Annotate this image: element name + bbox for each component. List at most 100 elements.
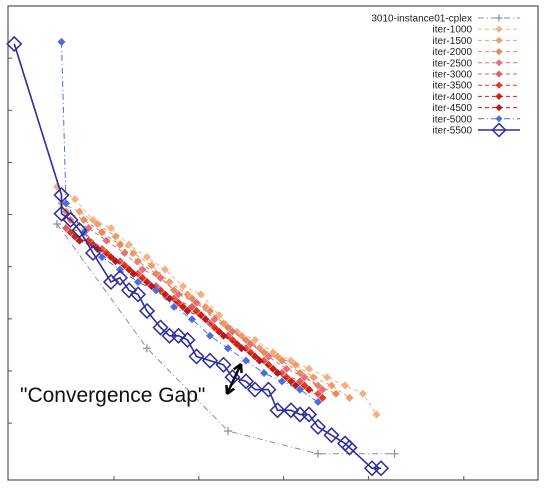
data-point — [296, 369, 304, 378]
data-point — [495, 81, 503, 89]
legend-label: iter-2500 — [433, 58, 473, 69]
legend-label: 3010-instance01-cplex — [371, 14, 472, 25]
series-4 — [66, 215, 327, 394]
data-point — [53, 205, 70, 222]
legend-label: iter-2000 — [433, 47, 473, 58]
data-point — [300, 406, 318, 423]
gap-arrow-shaft — [225, 363, 243, 395]
data-point — [291, 360, 300, 369]
data-point — [152, 282, 160, 291]
data-point — [495, 14, 503, 22]
data-point — [372, 410, 381, 419]
data-point — [251, 335, 259, 344]
legend-label: iter-1500 — [433, 36, 473, 47]
data-point — [287, 377, 295, 386]
data-point — [495, 48, 503, 56]
data-point — [57, 37, 66, 46]
data-point — [215, 356, 232, 373]
data-point — [170, 294, 178, 303]
legend-label: iter-5000 — [433, 114, 473, 125]
data-point — [125, 240, 133, 249]
data-point — [233, 327, 241, 336]
series-0 — [53, 220, 399, 458]
legend-label: iter-1000 — [433, 25, 473, 36]
data-point — [206, 331, 214, 340]
data-point — [305, 385, 313, 394]
data-point — [201, 352, 219, 369]
data-point — [98, 228, 106, 237]
data-point — [111, 269, 129, 286]
series-3 — [62, 207, 340, 398]
data-point — [390, 449, 399, 458]
data-point — [134, 277, 142, 286]
data-point — [273, 369, 282, 378]
data-point — [183, 290, 192, 299]
data-point — [174, 290, 183, 299]
data-point — [246, 340, 255, 349]
data-point — [197, 311, 205, 320]
data-point — [120, 282, 138, 299]
data-point — [188, 315, 196, 324]
data-point — [129, 269, 138, 278]
data-point — [309, 373, 318, 382]
data-point — [156, 273, 165, 282]
data-point — [260, 381, 277, 398]
data-point — [318, 393, 327, 402]
data-point — [491, 122, 507, 138]
data-point — [125, 265, 133, 274]
data-point — [269, 402, 286, 419]
data-point — [120, 261, 129, 270]
data-point — [111, 232, 120, 241]
series-line — [61, 41, 319, 403]
data-point — [224, 427, 232, 436]
data-point — [323, 373, 331, 382]
data-point — [80, 215, 88, 224]
data-point — [62, 211, 79, 228]
data-point — [210, 315, 219, 324]
data-point — [75, 207, 84, 216]
data-point — [165, 294, 174, 303]
data-point — [138, 273, 147, 282]
data-point — [179, 282, 187, 291]
data-point — [152, 319, 169, 336]
data-point — [102, 236, 111, 245]
data-point — [273, 352, 282, 361]
data-point — [278, 356, 286, 365]
data-point — [291, 381, 300, 390]
series-1 — [53, 182, 381, 419]
data-point — [6, 35, 23, 52]
data-point — [495, 59, 503, 67]
data-point — [71, 195, 79, 204]
data-point — [138, 302, 156, 320]
data-point — [165, 277, 174, 286]
series-10 — [6, 35, 390, 477]
data-point — [300, 381, 309, 390]
data-point — [170, 302, 178, 311]
legend-label: iter-4000 — [433, 92, 473, 103]
data-point — [192, 298, 201, 307]
legend-label: iter-3500 — [433, 81, 473, 92]
gap-arrow-head — [233, 362, 243, 374]
data-point — [495, 115, 503, 123]
data-point — [116, 265, 124, 274]
data-point — [192, 306, 201, 315]
data-point — [314, 398, 322, 407]
data-point — [62, 224, 70, 233]
data-point — [138, 265, 147, 274]
data-point — [264, 352, 273, 361]
data-point — [495, 25, 503, 33]
data-point — [237, 373, 255, 390]
data-point — [269, 348, 277, 357]
legend-label: iter-5500 — [433, 126, 473, 137]
data-point — [278, 369, 286, 378]
data-point — [260, 369, 268, 378]
gap-arrow-head — [225, 384, 235, 396]
data-point — [156, 286, 165, 295]
data-point — [300, 373, 309, 382]
data-point — [143, 253, 151, 262]
series-line — [65, 211, 337, 395]
data-point — [206, 306, 214, 315]
data-point — [93, 220, 102, 229]
data-point — [188, 348, 205, 365]
